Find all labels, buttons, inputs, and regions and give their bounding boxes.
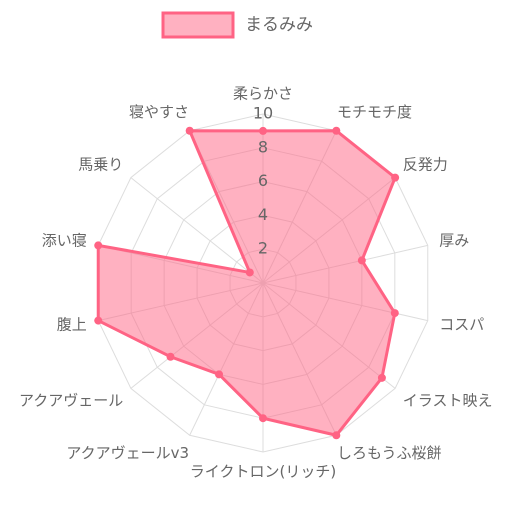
radar-point xyxy=(185,126,194,135)
radar-point xyxy=(332,431,341,440)
radar-point xyxy=(215,370,224,379)
radar-point xyxy=(94,241,103,250)
category-label: アクアヴェール xyxy=(19,391,123,409)
radar-point xyxy=(259,126,267,135)
category-label: 腹上 xyxy=(57,316,87,334)
r-tick-label: 2 xyxy=(258,239,268,258)
radar-point xyxy=(377,373,386,382)
category-label: 反発力 xyxy=(403,156,448,174)
radar-point xyxy=(94,316,103,325)
spoke xyxy=(130,177,264,284)
radar-point xyxy=(357,256,366,265)
r-tick-label: 4 xyxy=(258,205,268,224)
category-label: アクアヴェールv3 xyxy=(66,444,189,462)
category-label: 添い寝 xyxy=(42,231,87,249)
category-label: 寝やすさ xyxy=(129,103,189,121)
category-label: ライクトロン(リッチ) xyxy=(190,463,336,481)
radar-point xyxy=(259,414,267,423)
category-label: 柔らかさ xyxy=(233,85,293,103)
radar-point xyxy=(391,173,400,182)
legend-label: まるみみ xyxy=(245,15,313,35)
r-tick-label: 10 xyxy=(253,104,273,123)
radar-point xyxy=(166,352,175,361)
radar-point xyxy=(390,309,399,318)
category-label: イラスト映え xyxy=(403,391,493,409)
legend-swatch xyxy=(161,11,235,39)
radar-point xyxy=(245,268,254,277)
radar-area xyxy=(96,129,397,437)
category-label: 馬乗り xyxy=(78,156,123,174)
r-tick-label: 6 xyxy=(258,171,268,190)
category-label: コスパ xyxy=(439,316,484,334)
category-label: モチモチ度 xyxy=(337,103,412,121)
r-tick-label: 8 xyxy=(258,137,268,156)
category-label: しろもうふ桜餅 xyxy=(337,444,442,462)
radar-point xyxy=(332,126,341,135)
category-label: 厚み xyxy=(439,231,469,249)
